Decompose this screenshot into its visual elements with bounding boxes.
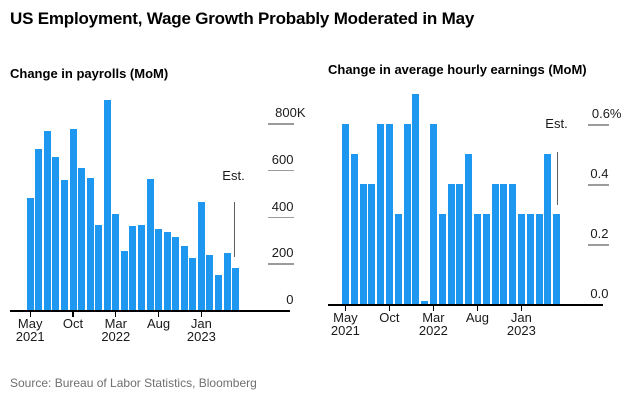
bar bbox=[189, 257, 197, 310]
bar bbox=[473, 214, 481, 305]
x-axis-label: Oct bbox=[62, 315, 84, 331]
bar bbox=[394, 214, 402, 305]
x-axis-label: Mar 2022 bbox=[418, 309, 448, 338]
x-axis-tick bbox=[476, 305, 479, 311]
x-axis-tick bbox=[520, 305, 523, 311]
x-axis-tick bbox=[200, 311, 203, 317]
x-axis-label: Jan 2023 bbox=[186, 315, 216, 344]
bar bbox=[197, 202, 205, 310]
x-axis-label: May 2021 bbox=[15, 315, 45, 344]
bar bbox=[341, 124, 349, 305]
bar bbox=[163, 231, 171, 310]
bar bbox=[215, 274, 223, 310]
bar bbox=[509, 184, 517, 305]
bar bbox=[544, 154, 552, 305]
bar bbox=[438, 214, 446, 305]
bar bbox=[180, 245, 188, 310]
bar bbox=[95, 225, 103, 310]
bar bbox=[412, 94, 420, 305]
bar bbox=[112, 214, 120, 310]
x-axis-line bbox=[328, 304, 603, 306]
y-axis-label: 200 bbox=[271, 245, 294, 261]
y-axis-label: 0 bbox=[286, 292, 294, 307]
bar bbox=[456, 184, 464, 305]
x-axis-tick bbox=[157, 311, 160, 317]
bar bbox=[103, 99, 111, 310]
bar bbox=[35, 148, 43, 310]
earnings-chart-subtitle: Change in average hourly earnings (MoM) bbox=[328, 62, 587, 77]
bar bbox=[69, 129, 77, 310]
x-axis-tick bbox=[432, 305, 435, 311]
x-axis-tick bbox=[388, 305, 391, 311]
x-axis-line bbox=[10, 310, 290, 312]
y-axis-tick bbox=[268, 169, 294, 172]
source-note: Source: Bureau of Labor Statistics, Bloo… bbox=[10, 376, 257, 390]
y-axis-tick bbox=[588, 184, 609, 186]
bar bbox=[553, 214, 561, 305]
payrolls-chart-subtitle: Change in payrolls (MoM) bbox=[10, 66, 169, 81]
page-title: US Employment, Wage Growth Probably Mode… bbox=[10, 9, 475, 28]
bar bbox=[377, 124, 385, 305]
bar bbox=[482, 214, 490, 305]
bar bbox=[368, 184, 376, 305]
x-axis-tick bbox=[344, 305, 347, 311]
x-axis-label: Jan 2023 bbox=[506, 309, 536, 338]
bar bbox=[86, 178, 94, 310]
y-axis-tick bbox=[268, 216, 294, 219]
y-axis-label: 600 bbox=[271, 151, 294, 167]
x-axis-label: May 2021 bbox=[330, 309, 360, 338]
bar bbox=[429, 124, 437, 305]
y-axis-label: 0.4 bbox=[590, 166, 609, 182]
bar bbox=[526, 214, 534, 305]
x-axis-tick bbox=[115, 311, 117, 317]
x-axis-tick bbox=[72, 311, 74, 317]
y-axis-label: 0.2 bbox=[590, 226, 609, 242]
est-pointer-line bbox=[234, 202, 236, 257]
bar bbox=[350, 154, 358, 305]
bar bbox=[500, 184, 508, 305]
bar bbox=[517, 214, 525, 305]
y-axis-tick bbox=[588, 124, 609, 126]
bar bbox=[206, 255, 214, 310]
x-axis-tick bbox=[29, 311, 31, 317]
bar bbox=[26, 197, 34, 310]
x-axis-label: Aug bbox=[465, 309, 489, 325]
y-axis-label: 0.6% bbox=[591, 106, 622, 122]
bar bbox=[491, 184, 499, 305]
y-axis-label: 400 bbox=[271, 198, 294, 214]
bar bbox=[447, 184, 455, 305]
bar bbox=[146, 178, 154, 310]
x-axis-label: Aug bbox=[147, 315, 171, 331]
x-axis-label: Oct bbox=[379, 309, 400, 325]
y-axis-tick bbox=[268, 123, 294, 125]
bar bbox=[403, 124, 411, 305]
est-label: Est. bbox=[222, 168, 245, 183]
bar bbox=[232, 267, 240, 310]
bar bbox=[535, 214, 543, 305]
bar bbox=[60, 180, 68, 310]
bar bbox=[129, 225, 137, 310]
bar bbox=[137, 224, 145, 310]
y-axis-label: 800K bbox=[275, 105, 306, 121]
est-label: Est. bbox=[545, 116, 568, 131]
bar bbox=[223, 253, 231, 310]
bar bbox=[385, 124, 393, 305]
y-axis-tick bbox=[588, 244, 609, 246]
bar bbox=[359, 184, 367, 305]
bar bbox=[465, 154, 473, 305]
bar bbox=[43, 131, 51, 310]
est-pointer-line bbox=[556, 152, 558, 205]
bar bbox=[155, 229, 163, 310]
bar bbox=[78, 167, 86, 310]
bar bbox=[172, 237, 180, 310]
bar bbox=[421, 301, 429, 305]
x-axis-label: Mar 2022 bbox=[101, 315, 131, 344]
bar bbox=[120, 251, 128, 310]
bar bbox=[52, 157, 60, 310]
y-axis-label: 0.0 bbox=[590, 286, 609, 302]
y-axis-tick bbox=[268, 263, 294, 265]
